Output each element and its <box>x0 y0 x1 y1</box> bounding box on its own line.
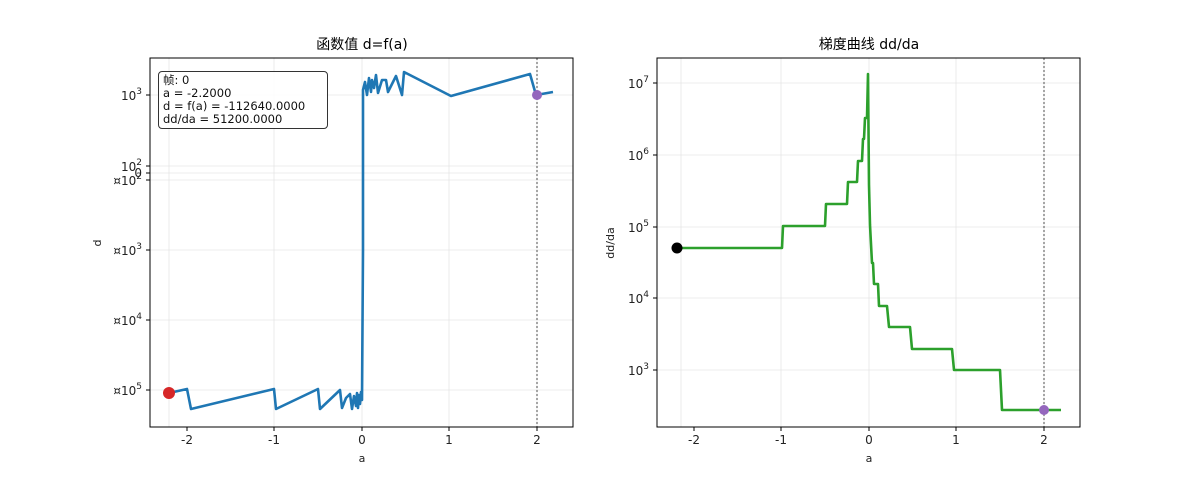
left-ytick-label: ¤104 <box>113 312 142 328</box>
left-ytick-label: 102 <box>121 158 142 174</box>
left-ytick-label: ¤103 <box>113 242 142 258</box>
right-ytick-label: 105 <box>628 219 649 235</box>
target-point-marker <box>1039 405 1049 415</box>
gradient-curve <box>677 72 1061 412</box>
left-x-ticks: -2 -1 0 1 2 <box>181 427 541 447</box>
right-x-axis-label: a <box>866 452 873 465</box>
right-chart-title: 梯度曲线 dd/da <box>819 37 919 53</box>
left-ytick-label: 103 <box>121 87 142 103</box>
gradient-value: dd/da = 51200.0000 <box>163 112 283 126</box>
left-xtick-label: 0 <box>358 433 366 447</box>
d-value: d = f(a) = -112640.0000 <box>163 99 306 113</box>
left-xtick-label: 2 <box>533 433 541 447</box>
frame-counter: 帧: 0 <box>163 73 190 87</box>
right-ytick-label: 107 <box>628 75 649 91</box>
right-xtick-label: -1 <box>775 433 787 447</box>
right-xtick-label: 0 <box>865 433 873 447</box>
a-value: a = -2.2000 <box>163 86 232 100</box>
function-curve <box>168 70 554 411</box>
left-ytick-label: ¤102 <box>113 172 142 188</box>
left-xtick-label: -2 <box>181 433 193 447</box>
left-chart-title: 函数值 d=f(a) <box>316 37 408 53</box>
left-x-axis-label: a <box>359 452 366 465</box>
left-ytick-label: ¤105 <box>113 382 142 398</box>
right-x-ticks: -2 -1 0 1 2 <box>688 427 1048 447</box>
left-y-axis-label: d <box>91 240 104 247</box>
left-ytick-label: 0 <box>134 166 142 180</box>
left-xtick-label: -1 <box>268 433 280 447</box>
right-ytick-label: 104 <box>628 290 649 306</box>
right-chart: -2 -1 0 1 2 107 106 105 104 103 梯度曲线 dd/… <box>604 37 1081 465</box>
right-xtick-label: 1 <box>952 433 960 447</box>
target-point-marker <box>532 90 542 100</box>
right-xtick-label: -2 <box>688 433 700 447</box>
current-point-marker <box>163 387 175 399</box>
right-xtick-label: 2 <box>1040 433 1048 447</box>
left-xtick-label: 1 <box>445 433 453 447</box>
right-ytick-label: 103 <box>628 362 649 378</box>
current-point-marker <box>671 242 683 254</box>
left-y-ticks: 103 102 0 ¤102 ¤103 ¤104 ¤105 <box>113 87 150 398</box>
info-annotation-box: 帧: 0 a = -2.2000 d = f(a) = -112640.0000… <box>158 71 328 129</box>
right-y-ticks: 107 106 105 104 103 <box>628 75 657 378</box>
right-ytick-label: 106 <box>628 147 649 163</box>
right-y-axis-label: dd/da <box>604 227 617 258</box>
